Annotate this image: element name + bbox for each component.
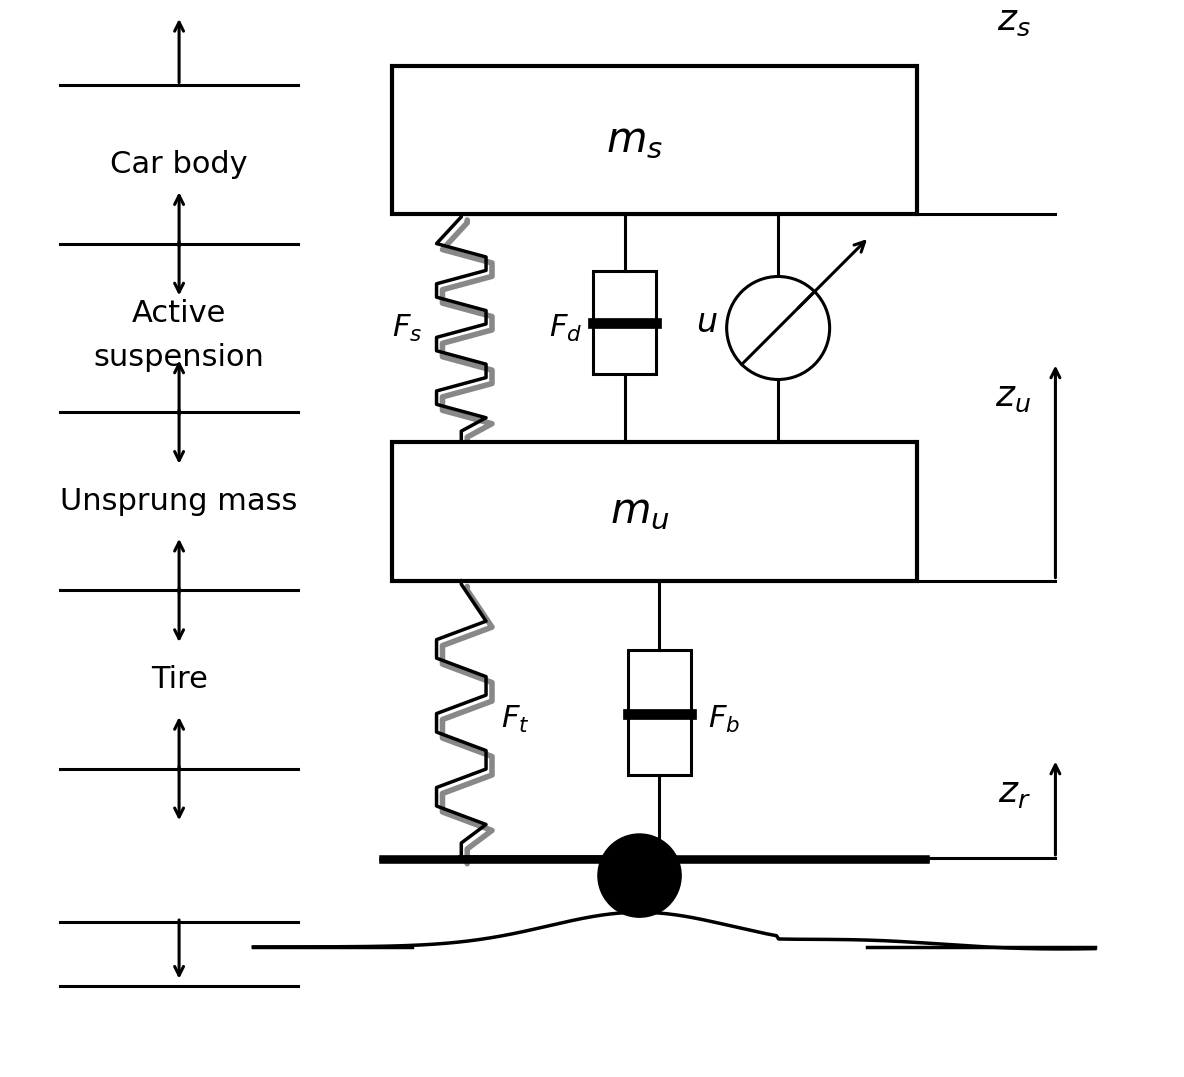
Text: $F_b$: $F_b$ (708, 703, 740, 735)
Bar (392, 442, 916, 581)
Text: Car body: Car body (110, 150, 247, 179)
Bar (392, 66, 916, 214)
Text: $z_u$: $z_u$ (995, 380, 1030, 415)
Text: $u$: $u$ (696, 307, 718, 339)
Text: $F_s$: $F_s$ (392, 312, 422, 344)
Text: $F_d$: $F_d$ (548, 312, 581, 344)
Text: suspension: suspension (94, 344, 264, 373)
Text: $F_t$: $F_t$ (502, 703, 530, 735)
Bar (628, 649, 691, 774)
Text: $m_s$: $m_s$ (606, 118, 663, 160)
Circle shape (598, 834, 681, 918)
Circle shape (727, 277, 830, 379)
Text: $z_s$: $z_s$ (997, 4, 1030, 38)
Text: Tire: Tire (150, 665, 207, 694)
Text: Unsprung mass: Unsprung mass (60, 487, 297, 516)
Text: Active: Active (131, 298, 226, 327)
Text: $m_u$: $m_u$ (610, 490, 669, 532)
Text: $z_r$: $z_r$ (998, 777, 1030, 810)
Bar (593, 271, 656, 374)
